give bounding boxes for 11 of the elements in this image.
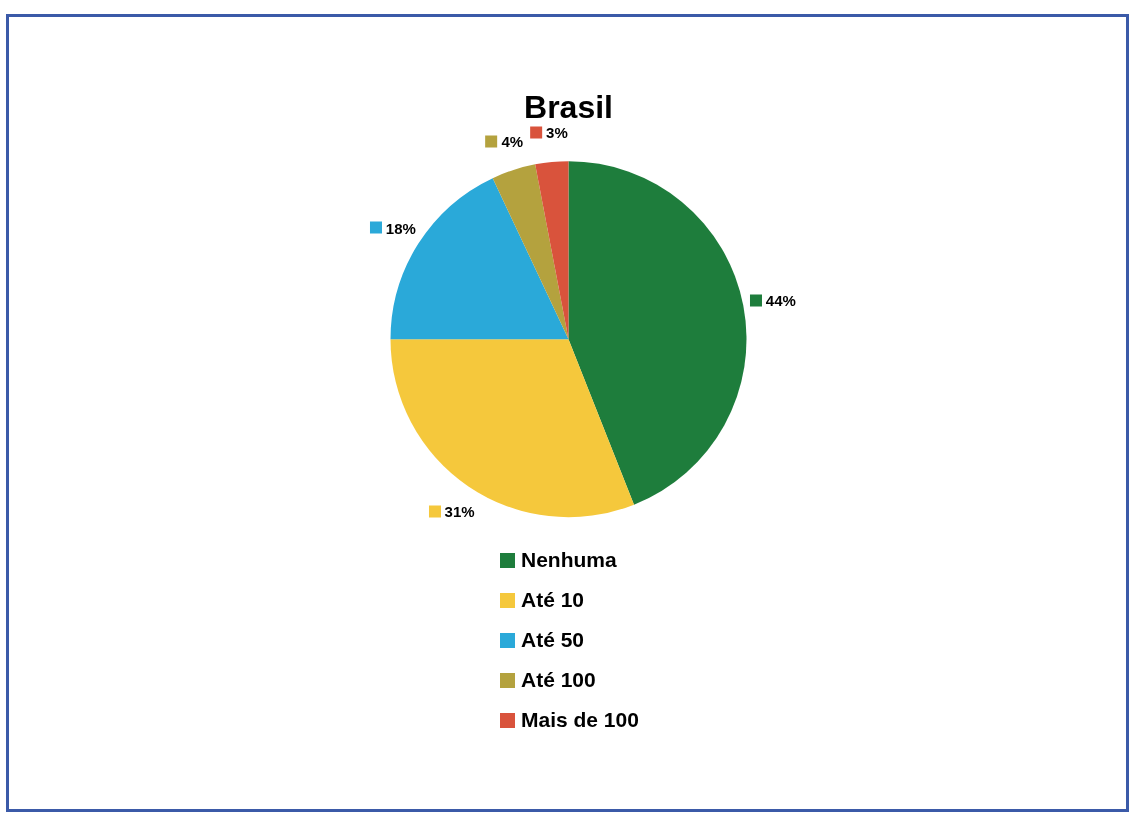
data-label: 44% (764, 291, 796, 309)
legend-label: Até 50 (520, 627, 586, 653)
data-label: 18% (384, 219, 416, 237)
data-label: 4% (500, 132, 524, 150)
data-label: 3% (545, 123, 568, 141)
legend-label: Mais de 100 (520, 707, 639, 733)
legend-label: Nenhuma (520, 547, 618, 573)
legend-label: Até 10 (520, 587, 586, 613)
data-label: 31% (443, 502, 475, 520)
legend-label: Até 100 (520, 667, 597, 693)
chart-title: Brasil (524, 89, 613, 126)
